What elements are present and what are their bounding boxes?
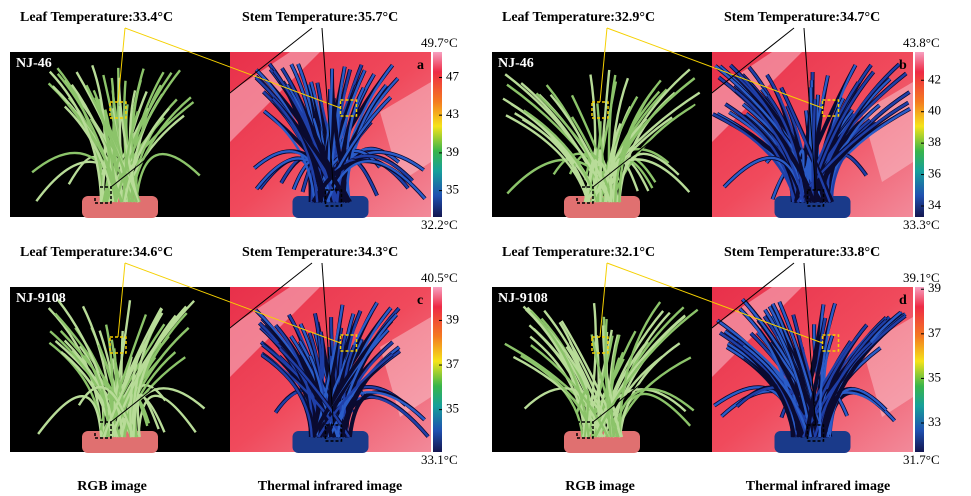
colorbar-tick-label: 39 [446,311,459,326]
caption: Thermal infrared image [746,479,890,494]
colorbar [915,287,924,452]
colorbar-tick-label: 35 [446,401,459,416]
colorbar-tick-label: 43 [446,106,459,121]
colorbar-tick-label: 34 [928,197,942,212]
colorbar-tick-label: 38 [928,134,941,149]
panel-letter: b [899,58,907,73]
leaf-temperature: Leaf Temperature:34.6°C [20,245,173,260]
colorbar-tick-label: 37 [446,356,460,371]
colorbar-tick-label: 33 [928,414,941,429]
colorbar-tick-label: 42 [928,71,941,86]
panel-letter: c [417,293,423,308]
colorbar [433,52,442,217]
stem-temperature: Stem Temperature:34.7°C [724,10,880,25]
colorbar-tick-label: 39 [446,144,459,159]
colorbar-tick-label: 37 [928,325,942,340]
colorbar-min: 33.3°C [903,217,940,232]
colorbar-tick-label: 35 [928,369,941,384]
caption: RGB image [565,479,635,494]
caption: RGB image [77,479,147,494]
stem-temperature: Stem Temperature:35.7°C [242,10,398,25]
panel-letter: d [899,293,907,308]
colorbar-min: 31.7°C [903,452,940,467]
caption: Thermal infrared image [258,479,402,494]
stem-temperature: Stem Temperature:33.8°C [724,245,880,260]
variety-label: NJ-46 [16,56,52,71]
colorbar-min: 32.2°C [421,217,458,232]
colorbar-tick-label: 39 [928,280,941,295]
colorbar-tick-label: 40 [928,103,941,118]
colorbar-max: 43.8°C [903,35,940,50]
colorbar [433,287,442,452]
panel-letter: a [417,58,424,73]
variety-label: NJ-9108 [16,291,66,306]
colorbar-tick-label: 47 [446,68,460,83]
colorbar-min: 33.1°C [421,452,458,467]
colorbar-max: 40.5°C [421,270,458,285]
leaf-temperature: Leaf Temperature:33.4°C [20,10,173,25]
colorbar-max: 49.7°C [421,35,458,50]
figure: Leaf Temperature:33.4°C Stem Temperature:… [0,0,971,496]
variety-label: NJ-46 [498,56,534,71]
variety-label: NJ-9108 [498,291,548,306]
leaf-temperature: Leaf Temperature:32.9°C [502,10,655,25]
colorbar [915,52,924,217]
colorbar-tick-label: 35 [446,182,459,197]
colorbar-tick-label: 36 [928,166,942,181]
leaf-temperature: Leaf Temperature:32.1°C [502,245,655,260]
stem-temperature: Stem Temperature:34.3°C [242,245,398,260]
